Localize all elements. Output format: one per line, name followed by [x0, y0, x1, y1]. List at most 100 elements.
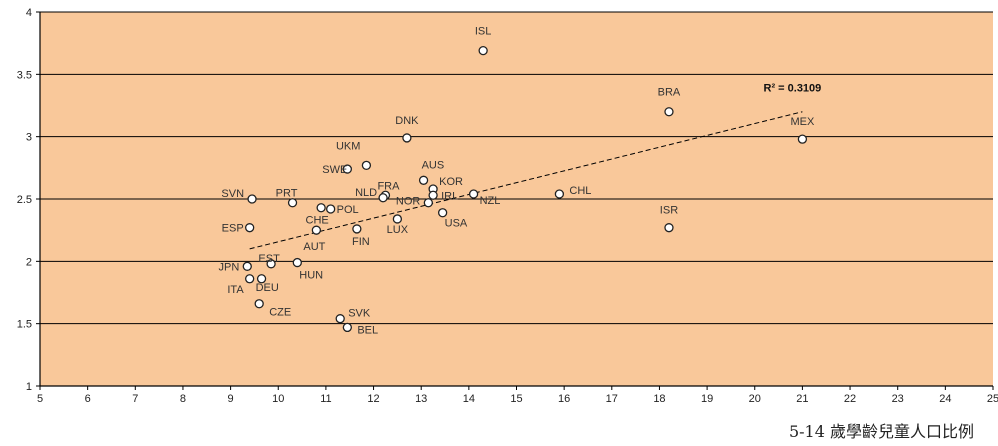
y-tick-label: 3 [26, 132, 32, 144]
data-point-chl [554, 189, 565, 199]
data-point-aus [418, 175, 429, 185]
axes [36, 11, 994, 390]
y-tick-label: 3.5 [17, 69, 32, 81]
data-point-isl [478, 45, 488, 56]
point-label-svk: SVK [348, 308, 371, 320]
point-label-svn: SVN [221, 188, 244, 200]
x-tick-label: 20 [749, 393, 761, 405]
x-tick-labels: 5 6 7 8 9 10 11 12 13 14 15 16 17 18 19 20 21 22 23 24 25 [37, 393, 998, 405]
data-point-che [316, 203, 326, 213]
point-label-ukm: UKM [336, 140, 360, 152]
point-label-dnk: DNK [395, 115, 419, 127]
data-point-lux [392, 214, 403, 224]
data-point-fin [352, 224, 362, 234]
data-point-dnk [402, 133, 412, 143]
point-label-usa: USA [445, 218, 468, 230]
trendline [249, 111, 803, 250]
point-label-est: EST [258, 253, 280, 265]
point-label-kor: KOR [439, 176, 463, 188]
x-tick-label: 18 [653, 393, 665, 405]
point-label-isr: ISR [660, 205, 678, 217]
data-point-nzl [468, 189, 479, 199]
x-tick-label: 25 [987, 393, 998, 405]
point-label-hun: HUN [299, 270, 323, 282]
x-axis-label: 5-14 歲學齡兒童人口比例 [788, 422, 974, 441]
point-label-isl: ISL [475, 26, 492, 38]
point-label-mex: MEX [790, 116, 815, 128]
data-point-swe [342, 164, 352, 174]
y-tick-label: 2.5 [17, 194, 32, 206]
data-point-bra [664, 107, 674, 117]
x-tick-label: 23 [892, 393, 904, 405]
x-tick-label: 10 [272, 393, 284, 405]
point-label-nzl: NZL [480, 195, 501, 207]
point-label-chl: CHL [569, 185, 591, 197]
point-label-ita: ITA [227, 284, 244, 296]
point-label-jpn: JPN [218, 261, 239, 273]
x-tick-label: 6 [85, 393, 91, 405]
point-label-lux: LUX [387, 224, 409, 236]
r-squared-label: R² = 0.3109 [764, 83, 822, 95]
x-tick-label: 14 [463, 393, 475, 405]
x-tick-label: 16 [558, 393, 570, 405]
data-points [242, 45, 808, 333]
data-point-est [266, 259, 276, 269]
point-label-deu: DEU [256, 282, 279, 294]
y-tick-label: 4 [26, 7, 32, 19]
x-tick-label: 5 [37, 393, 43, 405]
point-label-aus: AUS [422, 159, 445, 171]
x-tick-label: 21 [796, 393, 808, 405]
y-tick-labels: 1 1.5 2 2.5 3 3.5 4 [17, 7, 32, 393]
point-label-nor: NOR [396, 196, 421, 208]
data-point-nor [423, 198, 433, 208]
point-label-prt: PRT [276, 188, 298, 200]
y-tick-label: 1 [26, 381, 32, 393]
data-point-irl [428, 190, 438, 200]
x-tick-label: 9 [228, 393, 234, 405]
data-point-nld [378, 193, 388, 203]
data-point-ukm [361, 160, 372, 170]
x-tick-label: 11 [320, 393, 331, 405]
data-point-jpn [242, 261, 252, 271]
data-point-ita [245, 274, 255, 284]
point-label-fra: FRA [377, 180, 400, 192]
x-tick-label: 15 [510, 393, 522, 405]
data-point-esp [245, 223, 255, 233]
grid-lines [40, 11, 993, 325]
x-tick-label: 13 [415, 393, 427, 405]
point-label-bra: BRA [658, 87, 681, 99]
data-point-bel [342, 322, 352, 333]
data-point-prt [287, 198, 298, 208]
data-point-mex [797, 134, 808, 144]
y-tick-label: 2 [26, 256, 32, 268]
x-tick-label: 24 [939, 393, 951, 405]
x-tick-label: 22 [844, 393, 856, 405]
y-tick-label: 1.5 [17, 319, 32, 331]
point-label-irl: IRL [441, 190, 458, 202]
point-label-bel: BEL [357, 324, 378, 336]
point-label-nld: NLD [355, 187, 377, 199]
data-point-usa [437, 208, 448, 218]
data-point-svn [247, 194, 257, 204]
point-label-cze: CZE [269, 307, 291, 319]
point-label-esp: ESP [222, 223, 244, 235]
x-tick-label: 8 [180, 393, 186, 405]
point-label-swe: SWE [322, 164, 347, 176]
point-label-che: CHE [306, 215, 329, 227]
data-point-svk [335, 314, 345, 324]
x-tick-label: 17 [606, 393, 618, 405]
data-point-aut [311, 225, 322, 235]
x-tick-label: 7 [132, 393, 138, 405]
point-label-aut: AUT [303, 241, 325, 253]
data-point-cze [254, 299, 264, 309]
data-point-hun [292, 257, 302, 268]
x-tick-label: 12 [367, 393, 379, 405]
data-point-isr [664, 223, 674, 233]
data-point-pol [326, 204, 336, 214]
point-label-fin: FIN [352, 236, 370, 248]
data-point-deu [256, 274, 267, 284]
x-tick-label: 19 [701, 393, 713, 405]
point-label-pol: POL [337, 204, 359, 216]
